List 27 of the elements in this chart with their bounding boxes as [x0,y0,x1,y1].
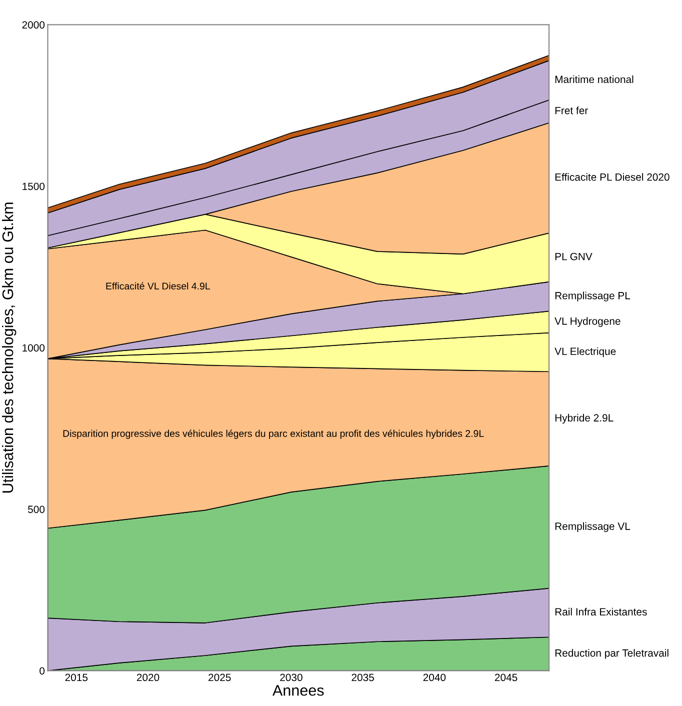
series-label: Remplissage PL [555,292,630,302]
series-label: Efficacite PL Diesel 2020 [555,173,670,181]
x-tick-label: 2040 [423,674,446,682]
x-tick-label: 2035 [352,674,374,682]
annotation: Disparition progressive des véhicules légers du parc existant au profit des véhicules hybrides 2.9L [63,430,484,439]
series-label: Fret fer [555,106,588,114]
y-tick-label: 2000 [22,21,45,29]
series-label: VL Electrique [554,347,616,358]
series-label: Hybride 2.9L [555,414,614,424]
y-tick-label: 1500 [22,182,45,190]
x-tick-label: 2030 [280,674,302,682]
x-axis-title: Annees [272,685,324,696]
x-tick-label: 2020 [136,674,160,682]
series-label: Efficacité VL Diesel 4.9L [106,282,210,290]
y-tick-label: 0 [40,667,45,675]
x-tick-label: 2025 [208,674,231,682]
series-label: PL GNV [555,252,592,260]
series-label: VL Hydrogene [554,317,620,327]
x-tick-label: 2045 [494,674,518,682]
series-label: Remplissage VL [555,522,630,532]
x-tick-label: 2015 [65,674,88,682]
y-axis-title: Utilisation des technologies, Gkm ou Gt.km [2,202,16,493]
series-label: Maritime national [555,75,634,84]
series-label: Reduction par Teletravail [555,649,668,659]
series-label: Rail Infra Existantes [555,608,647,616]
y-tick-label: 500 [28,506,45,514]
y-tick-label: 1000 [22,344,45,352]
